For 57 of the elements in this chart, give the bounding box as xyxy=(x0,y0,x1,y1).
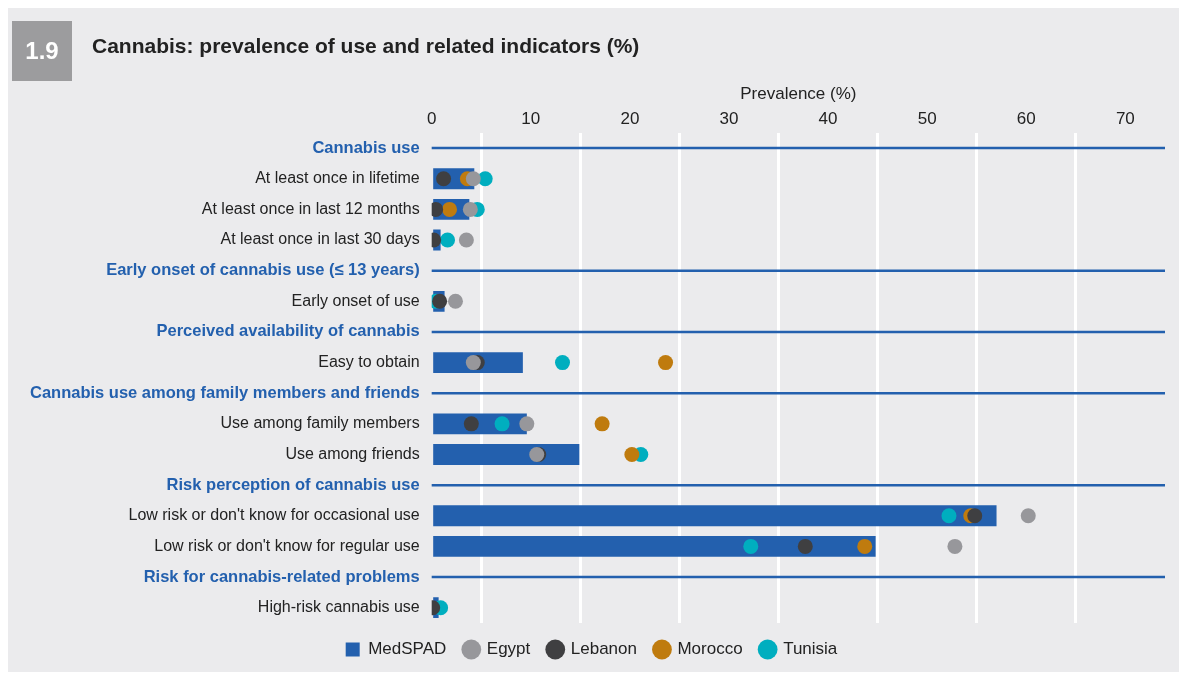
y-tick-label: Low risk or don't know for regular use xyxy=(154,536,420,554)
x-tick-label: 20 xyxy=(620,109,640,129)
chart-title: Cannabis: prevalence of use and related indicators (%) xyxy=(92,34,640,58)
legend-label: Tunisia xyxy=(783,639,838,659)
point xyxy=(1020,508,1036,524)
point xyxy=(458,232,474,248)
y-tick-label: Cannabis use xyxy=(312,137,420,156)
y-tick-label: Early onset of use xyxy=(291,291,420,309)
x-tick-label: 60 xyxy=(1016,109,1036,129)
point xyxy=(463,416,479,432)
x-axis-title: Prevalence (%) xyxy=(740,83,857,103)
x-tick-label: 0 xyxy=(426,109,437,129)
text: 1.9 xyxy=(12,21,72,81)
y-tick-label: At least once in lifetime xyxy=(255,169,420,187)
legend-label: Egypt xyxy=(486,639,531,659)
point xyxy=(947,538,963,554)
point xyxy=(447,293,463,309)
point xyxy=(857,538,873,554)
point xyxy=(462,201,478,217)
x-tick-label: 70 xyxy=(1115,109,1135,129)
y-tick-label: Use among friends xyxy=(285,444,420,462)
y-tick-label: Perceived availability of cannabis xyxy=(156,321,420,340)
point xyxy=(519,416,535,432)
point xyxy=(465,355,481,371)
legend-label: Morocco xyxy=(677,639,743,659)
y-tick-label: High-risk cannabis use xyxy=(257,598,420,616)
x-tick-label: 10 xyxy=(521,109,541,129)
legend-label: Lebanon xyxy=(570,639,637,659)
y-tick-label: Easy to obtain xyxy=(318,352,420,370)
point xyxy=(797,538,813,554)
y-tick-label: Cannabis use among family members and friends xyxy=(29,382,420,401)
x-tick-label: 40 xyxy=(818,109,838,129)
point xyxy=(440,232,456,248)
y-tick-label: At least once in last 30 days xyxy=(220,230,420,248)
bar xyxy=(433,535,876,557)
bar xyxy=(433,505,997,527)
y-tick-label: Use among family members xyxy=(220,414,420,432)
y-tick-label: Low risk or don't know for occasional use xyxy=(128,506,420,524)
bar xyxy=(433,444,580,465)
legend-label: MedSPAD xyxy=(368,639,447,659)
point xyxy=(555,355,570,371)
point xyxy=(743,538,759,554)
y-tick-label: Risk for cannabis-related problems xyxy=(143,566,420,585)
point xyxy=(658,355,674,371)
x-tick-label: 30 xyxy=(719,109,739,129)
point xyxy=(941,508,957,524)
point xyxy=(967,508,983,524)
point xyxy=(494,416,510,432)
y-tick-label: Early onset of cannabis use (≤ 13 years) xyxy=(106,260,420,279)
point xyxy=(431,201,444,217)
point xyxy=(465,171,481,187)
y-tick-label: Risk perception of cannabis use xyxy=(166,474,420,493)
y-tick-label: At least once in last 12 months xyxy=(201,199,420,217)
point xyxy=(624,446,640,462)
point xyxy=(594,416,610,432)
x-tick-label: 50 xyxy=(917,109,937,129)
point xyxy=(436,171,452,187)
